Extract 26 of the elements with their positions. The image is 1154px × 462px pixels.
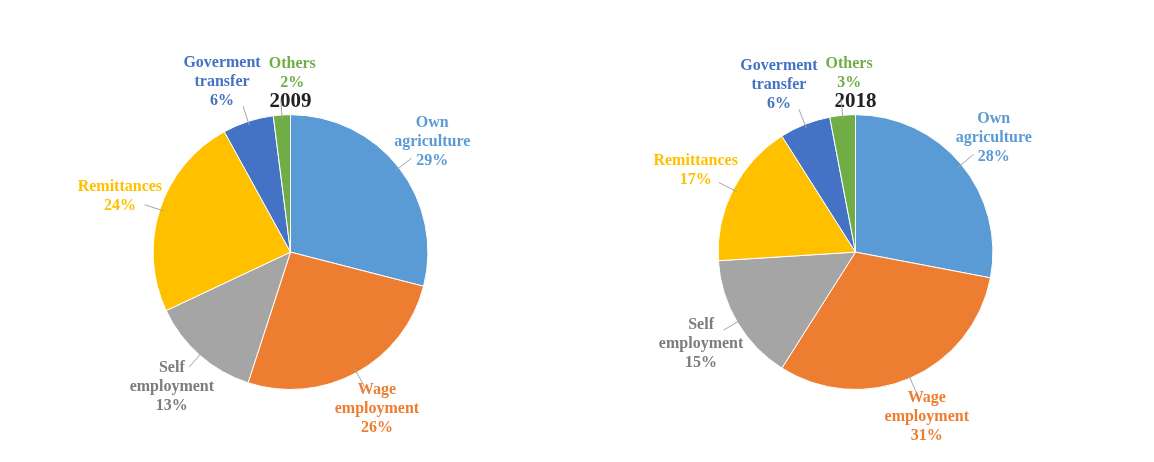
slice-label: Remittances [77, 177, 163, 195]
text: 2018 [834, 88, 877, 113]
data-label: 31% [910, 425, 943, 443]
data-label: 24% [103, 196, 136, 214]
slice-label: Self employment [129, 357, 215, 395]
text: 2009 [269, 88, 312, 113]
data-label: 26% [360, 418, 393, 436]
data-label: 13% [155, 395, 188, 413]
slice-label: Remittances [653, 151, 738, 169]
data-label: 28% [977, 146, 1010, 164]
slice-label: Goverment transfer [740, 56, 819, 93]
slice-label: Goverment transfer [183, 52, 262, 89]
data-label: 17% [679, 170, 712, 188]
data-label: 3% [837, 73, 862, 91]
slice-label: Own agriculture [394, 113, 471, 151]
data-label: 29% [416, 151, 449, 169]
slice-label: Wage employment [334, 380, 420, 418]
data-label: 2% [280, 72, 305, 90]
slice-label: Own agriculture [955, 108, 1032, 146]
slice-label: Self employment [658, 314, 744, 352]
data-label: 15% [685, 352, 718, 370]
data-label: 6% [766, 94, 791, 112]
data-label: 6% [210, 90, 235, 108]
slice-label: Others [825, 54, 873, 72]
slice-label: Others [268, 53, 316, 71]
slice-label: Wage employment [884, 387, 970, 425]
